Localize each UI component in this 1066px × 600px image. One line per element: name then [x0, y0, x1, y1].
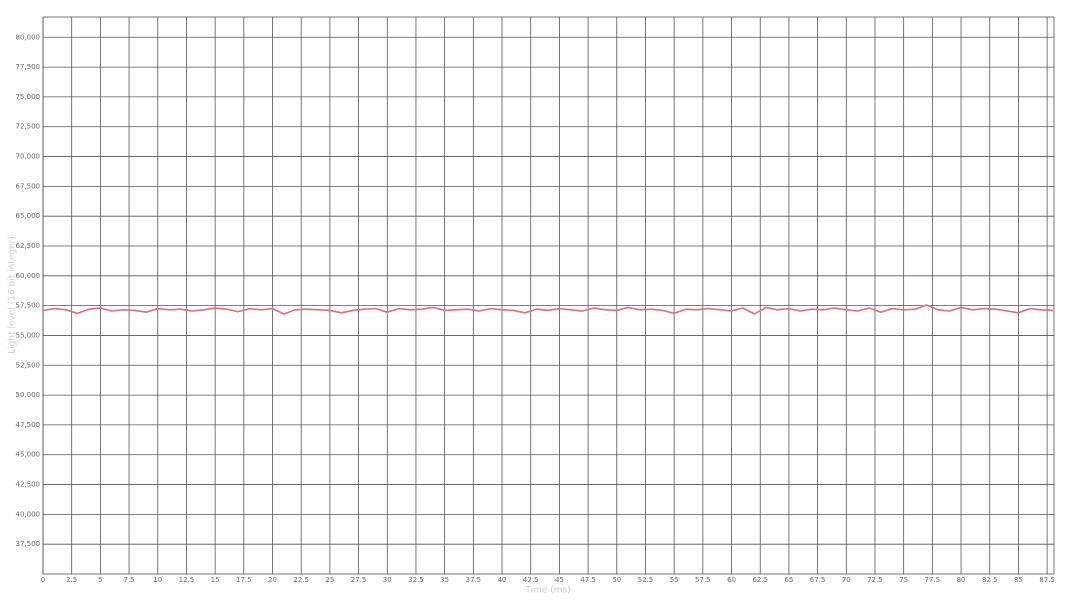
- x-tick-label: 22.5: [293, 576, 309, 584]
- x-tick-label: 5: [98, 576, 102, 584]
- x-tick-label: 32.5: [408, 576, 424, 584]
- x-tick-label: 7.5: [123, 576, 134, 584]
- y-tick-label: 50,000: [16, 391, 41, 399]
- plot-frame: [42, 16, 1055, 575]
- y-tick-label: 77,500: [16, 63, 41, 71]
- x-tick-label: 85: [1014, 576, 1023, 584]
- x-tick-label: 82.5: [982, 576, 998, 584]
- x-tick-label: 67.5: [810, 576, 826, 584]
- x-tick-label: 77.5: [925, 576, 941, 584]
- y-tick-label: 75,000: [16, 93, 41, 101]
- y-tick-label: 62,500: [16, 242, 41, 250]
- y-tick-label: 60,000: [16, 272, 41, 280]
- y-axis-title: Light level (16 bit integer): [8, 236, 18, 354]
- y-tick-label: 67,500: [16, 182, 41, 190]
- x-tick-label: 47.5: [580, 576, 596, 584]
- x-tick-label: 12.5: [179, 576, 195, 584]
- y-tick-label: 57,500: [16, 302, 41, 310]
- x-tick-label: 72.5: [867, 576, 883, 584]
- x-tick-label: 55: [670, 576, 679, 584]
- y-tick-label: 55,000: [16, 331, 41, 339]
- x-tick-label: 25: [325, 576, 334, 584]
- data-line: [42, 304, 1053, 315]
- x-tick-label: 40: [498, 576, 507, 584]
- x-tick-label: 42.5: [523, 576, 539, 584]
- x-tick-label: 70: [842, 576, 851, 584]
- x-tick-label: 10: [153, 576, 162, 584]
- x-tick-label: 45: [555, 576, 564, 584]
- x-tick-label: 65: [784, 576, 793, 584]
- y-tick-label: 40,000: [16, 510, 41, 518]
- y-tick-label: 52,500: [16, 361, 41, 369]
- x-axis-title: Time (ms): [524, 586, 570, 596]
- x-tick-label: 60: [727, 576, 736, 584]
- x-tick-label: 52.5: [638, 576, 654, 584]
- x-tick-label: 50: [612, 576, 621, 584]
- x-tick-label: 2.5: [66, 576, 77, 584]
- y-tick-label: 37,500: [16, 540, 41, 548]
- x-tick-label: 15: [211, 576, 220, 584]
- y-tick-label: 47,500: [16, 421, 41, 429]
- x-tick-label: 57.5: [695, 576, 711, 584]
- y-tick-label: 72,500: [16, 123, 41, 131]
- y-tick-label: 45,000: [16, 451, 41, 459]
- y-tick-label: 80,000: [16, 33, 41, 41]
- x-tick-label: 87.5: [1039, 576, 1055, 584]
- y-tick-label: 65,000: [16, 212, 41, 220]
- x-tick-label: 62.5: [752, 576, 768, 584]
- x-tick-label: 0: [41, 576, 45, 584]
- x-tick-label: 37.5: [466, 576, 482, 584]
- x-tick-label: 17.5: [236, 576, 252, 584]
- x-tick-label: 75: [899, 576, 908, 584]
- x-tick-label: 80: [957, 576, 966, 584]
- x-tick-label: 35: [440, 576, 449, 584]
- y-tick-label: 70,000: [16, 153, 41, 161]
- x-tick-label: 27.5: [351, 576, 367, 584]
- y-tick-label: 42,500: [16, 481, 41, 489]
- x-tick-label: 20: [268, 576, 277, 584]
- x-tick-label: 30: [383, 576, 392, 584]
